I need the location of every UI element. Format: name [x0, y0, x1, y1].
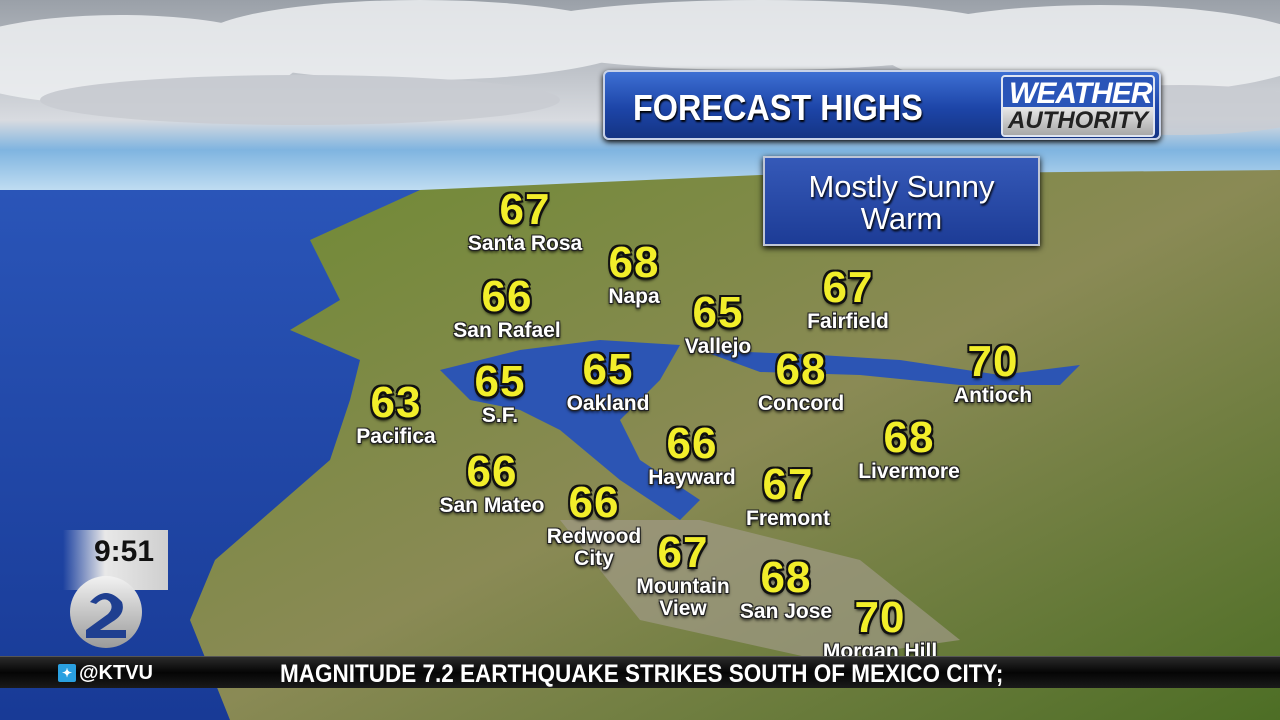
city-forecast: 65 Oakland	[567, 348, 650, 415]
city-name: Oakland	[566, 392, 650, 415]
city-forecast: 65 Vallejo	[685, 291, 752, 358]
city-forecast: 70 Morgan Hill	[823, 596, 937, 663]
city-forecast: 67 Mountain View	[636, 531, 729, 620]
city-name: San Rafael	[453, 319, 561, 342]
city-temp: 66	[466, 447, 518, 496]
twitter-handle: @KTVU	[79, 661, 153, 684]
city-forecast: 68 Napa	[608, 241, 659, 308]
city-forecast: 66 Redwood City	[547, 481, 642, 570]
city-name: Concord	[757, 392, 845, 415]
city-forecast: 66 San Mateo	[439, 450, 544, 517]
weather-authority-logo: WEATHER AUTHORITY	[1001, 75, 1155, 137]
city-name: S.F.	[481, 404, 519, 427]
city-temp: 66	[666, 419, 718, 468]
forecast-title-banner: FORECAST HIGHS WEATHER AUTHORITY	[603, 70, 1161, 140]
conditions-line1: Mostly Sunny	[808, 169, 995, 204]
city-name: Mountain View	[636, 575, 730, 620]
city-forecast: 67 Fremont	[746, 463, 830, 530]
city-temp: 67	[762, 460, 814, 509]
page-title: FORECAST HIGHS	[633, 87, 923, 128]
land	[190, 170, 1280, 720]
news-ticker: ✦ @KTVU MAGNITUDE 7.2 EARTHQUAKE STRIKES…	[0, 656, 1280, 688]
city-temp: 67	[499, 185, 551, 234]
city-temp: 65	[582, 345, 634, 394]
san-francisco-bay	[440, 340, 700, 520]
city-name: Redwood City	[546, 525, 642, 570]
city-temp: 70	[854, 593, 906, 642]
city-forecast: 63 Pacifica	[356, 381, 435, 448]
city-forecast: 67 Fairfield	[807, 266, 889, 333]
city-forecast: 68 Concord	[758, 348, 844, 415]
city-name: Hayward	[648, 466, 736, 489]
city-name: Fremont	[746, 507, 830, 530]
city-name: Fairfield	[807, 310, 889, 333]
city-temp: 66	[481, 272, 533, 321]
city-temp: 68	[760, 553, 812, 602]
city-temp: 67	[657, 528, 709, 577]
city-name: San Mateo	[439, 494, 545, 517]
city-temp: 63	[370, 378, 422, 427]
city-temp: 68	[775, 345, 827, 394]
ticker-headline: MAGNITUDE 7.2 EARTHQUAKE STRIKES SOUTH O…	[280, 660, 1004, 688]
conditions-box: Mostly Sunny Warm	[763, 156, 1040, 246]
south-bay-urban	[560, 520, 960, 660]
city-temp: 68	[883, 413, 935, 462]
city-temp: 70	[967, 337, 1019, 386]
city-temp: 67	[822, 263, 874, 312]
city-temp: 65	[692, 288, 744, 337]
channel-2-logo	[70, 576, 142, 648]
conditions-line2: Warm	[860, 201, 943, 236]
city-name: San Jose	[739, 600, 833, 623]
city-name: Pacifica	[356, 425, 436, 448]
city-name: Antioch	[953, 384, 1033, 407]
city-forecast: 68 Livermore	[858, 416, 960, 483]
city-forecast: 70 Antioch	[954, 340, 1032, 407]
twitter-icon: ✦	[58, 664, 76, 682]
city-temp: 68	[608, 238, 660, 287]
delta-water	[700, 350, 1080, 385]
city-temp: 66	[568, 478, 620, 527]
city-forecast: 66 Hayward	[648, 422, 736, 489]
city-forecast: 68 San Jose	[740, 556, 832, 623]
city-name: Vallejo	[684, 335, 752, 358]
city-forecast: 66 San Rafael	[453, 275, 560, 342]
city-temp: 65	[474, 357, 526, 406]
city-name: Napa	[608, 285, 660, 308]
city-forecast: 67 Santa Rosa	[468, 188, 582, 255]
clock-time: 9:51	[93, 535, 154, 568]
social-handle: ✦ @KTVU	[58, 662, 153, 684]
city-name: Livermore	[858, 460, 960, 483]
city-forecast: 65 S.F.	[475, 360, 526, 427]
city-name: Santa Rosa	[467, 232, 583, 255]
